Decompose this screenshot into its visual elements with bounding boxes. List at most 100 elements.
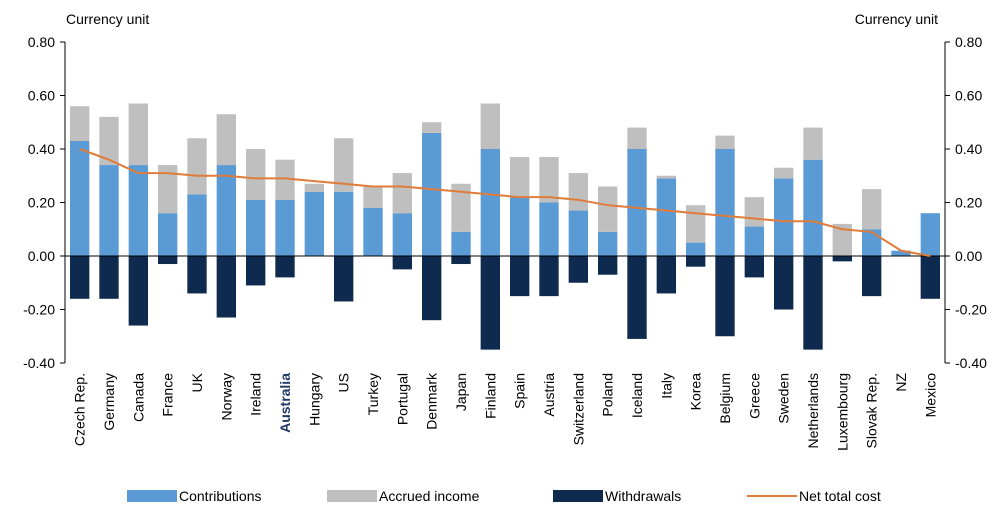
bar <box>597 231 618 256</box>
bar <box>920 256 941 299</box>
y-tick-label: 0.40 <box>28 141 55 157</box>
bar <box>861 256 882 297</box>
x-tick-label: Greece <box>746 373 762 419</box>
line <box>79 148 931 257</box>
bar <box>157 213 178 256</box>
x-tick-label: Austria <box>541 373 557 417</box>
x-tick-label: Finland <box>482 373 498 419</box>
bar <box>69 140 90 256</box>
legend-swatch <box>327 490 377 502</box>
bar <box>69 256 90 299</box>
bar <box>99 256 119 299</box>
y2-tick-label: 0.40 <box>955 141 982 157</box>
bar <box>304 191 325 256</box>
bar <box>509 256 530 297</box>
bar <box>744 256 765 278</box>
y-tick-label: 0.00 <box>28 248 55 264</box>
bar <box>539 157 559 203</box>
bar <box>363 186 383 208</box>
y2-tick-label: 0.00 <box>955 248 982 264</box>
bar <box>157 165 178 214</box>
x-tick-label: Hungary <box>306 373 322 426</box>
x-tick-label: Denmark <box>424 372 440 430</box>
bar <box>891 250 911 256</box>
x-tick-label: Mexico <box>922 373 938 418</box>
bar <box>392 173 413 214</box>
bar <box>275 199 295 256</box>
x-tick-label: Norway <box>218 373 234 420</box>
y-axis-label: Currency unit <box>66 11 149 27</box>
bar <box>627 256 647 339</box>
bar <box>333 256 354 302</box>
bar <box>187 194 207 256</box>
bar <box>803 256 823 350</box>
y2-tick-label: 0.20 <box>955 195 982 211</box>
x-tick-label: Ireland <box>248 373 264 416</box>
y-tick-label: 0.60 <box>28 88 55 104</box>
bar <box>245 256 266 286</box>
bar <box>451 256 471 265</box>
bar <box>187 138 207 195</box>
bar <box>568 173 589 211</box>
x-tick-label: Italy <box>658 373 674 399</box>
bar <box>920 213 941 256</box>
bar <box>421 122 442 133</box>
bar <box>421 132 442 256</box>
bar <box>715 149 735 256</box>
bar <box>861 189 882 230</box>
legend-label: Accrued income <box>379 488 480 504</box>
x-tick-label: Luxembourg <box>834 373 850 451</box>
bar <box>480 256 501 350</box>
bar <box>245 199 266 256</box>
x-tick-label: Turkey <box>365 373 381 415</box>
x-tick-label: Poland <box>600 373 616 417</box>
bar <box>627 127 647 149</box>
bar <box>392 213 413 256</box>
x-tick-label: Slovak Rep. <box>864 373 880 448</box>
bar <box>216 256 237 318</box>
x-tick-label: UK <box>189 372 205 392</box>
bar <box>69 106 90 141</box>
bar <box>128 103 149 166</box>
x-tick-label: Spain <box>512 373 528 409</box>
legend-swatch <box>553 490 603 502</box>
bar <box>832 223 853 256</box>
bar <box>685 256 706 267</box>
bar <box>333 191 354 256</box>
bar <box>656 175 677 179</box>
y2-tick-label: -0.40 <box>955 355 987 371</box>
bar <box>99 165 119 256</box>
bar <box>803 159 823 256</box>
bar <box>304 183 325 192</box>
bar <box>685 205 706 243</box>
bar <box>245 149 266 200</box>
bar <box>392 256 413 270</box>
bar <box>216 114 237 166</box>
x-tick-label: Korea <box>688 373 704 411</box>
bar <box>773 256 794 310</box>
x-tick-label: US <box>336 373 352 392</box>
y2-axis-label: Currency unit <box>855 11 938 27</box>
bar <box>773 167 794 179</box>
y2-tick-label: 0.80 <box>955 34 982 50</box>
bar <box>568 256 589 283</box>
legend-label: Net total cost <box>799 488 881 504</box>
bar <box>539 256 559 297</box>
bar <box>715 256 735 337</box>
bar <box>333 138 354 192</box>
x-tick-label: Netherlands <box>805 373 821 449</box>
bar <box>128 165 149 256</box>
y-tick-label: -0.40 <box>23 355 55 371</box>
bar <box>99 116 119 166</box>
bar <box>451 183 471 232</box>
x-tick-label: Switzerland <box>570 373 586 445</box>
bar <box>597 186 618 232</box>
x-tick-label: Canada <box>130 373 146 422</box>
x-tick-label: Belgium <box>717 373 733 424</box>
y-tick-label: 0.20 <box>28 195 55 211</box>
y2-tick-label: -0.20 <box>955 302 987 318</box>
bar <box>597 256 618 275</box>
bar <box>832 256 853 262</box>
bar <box>480 103 501 149</box>
